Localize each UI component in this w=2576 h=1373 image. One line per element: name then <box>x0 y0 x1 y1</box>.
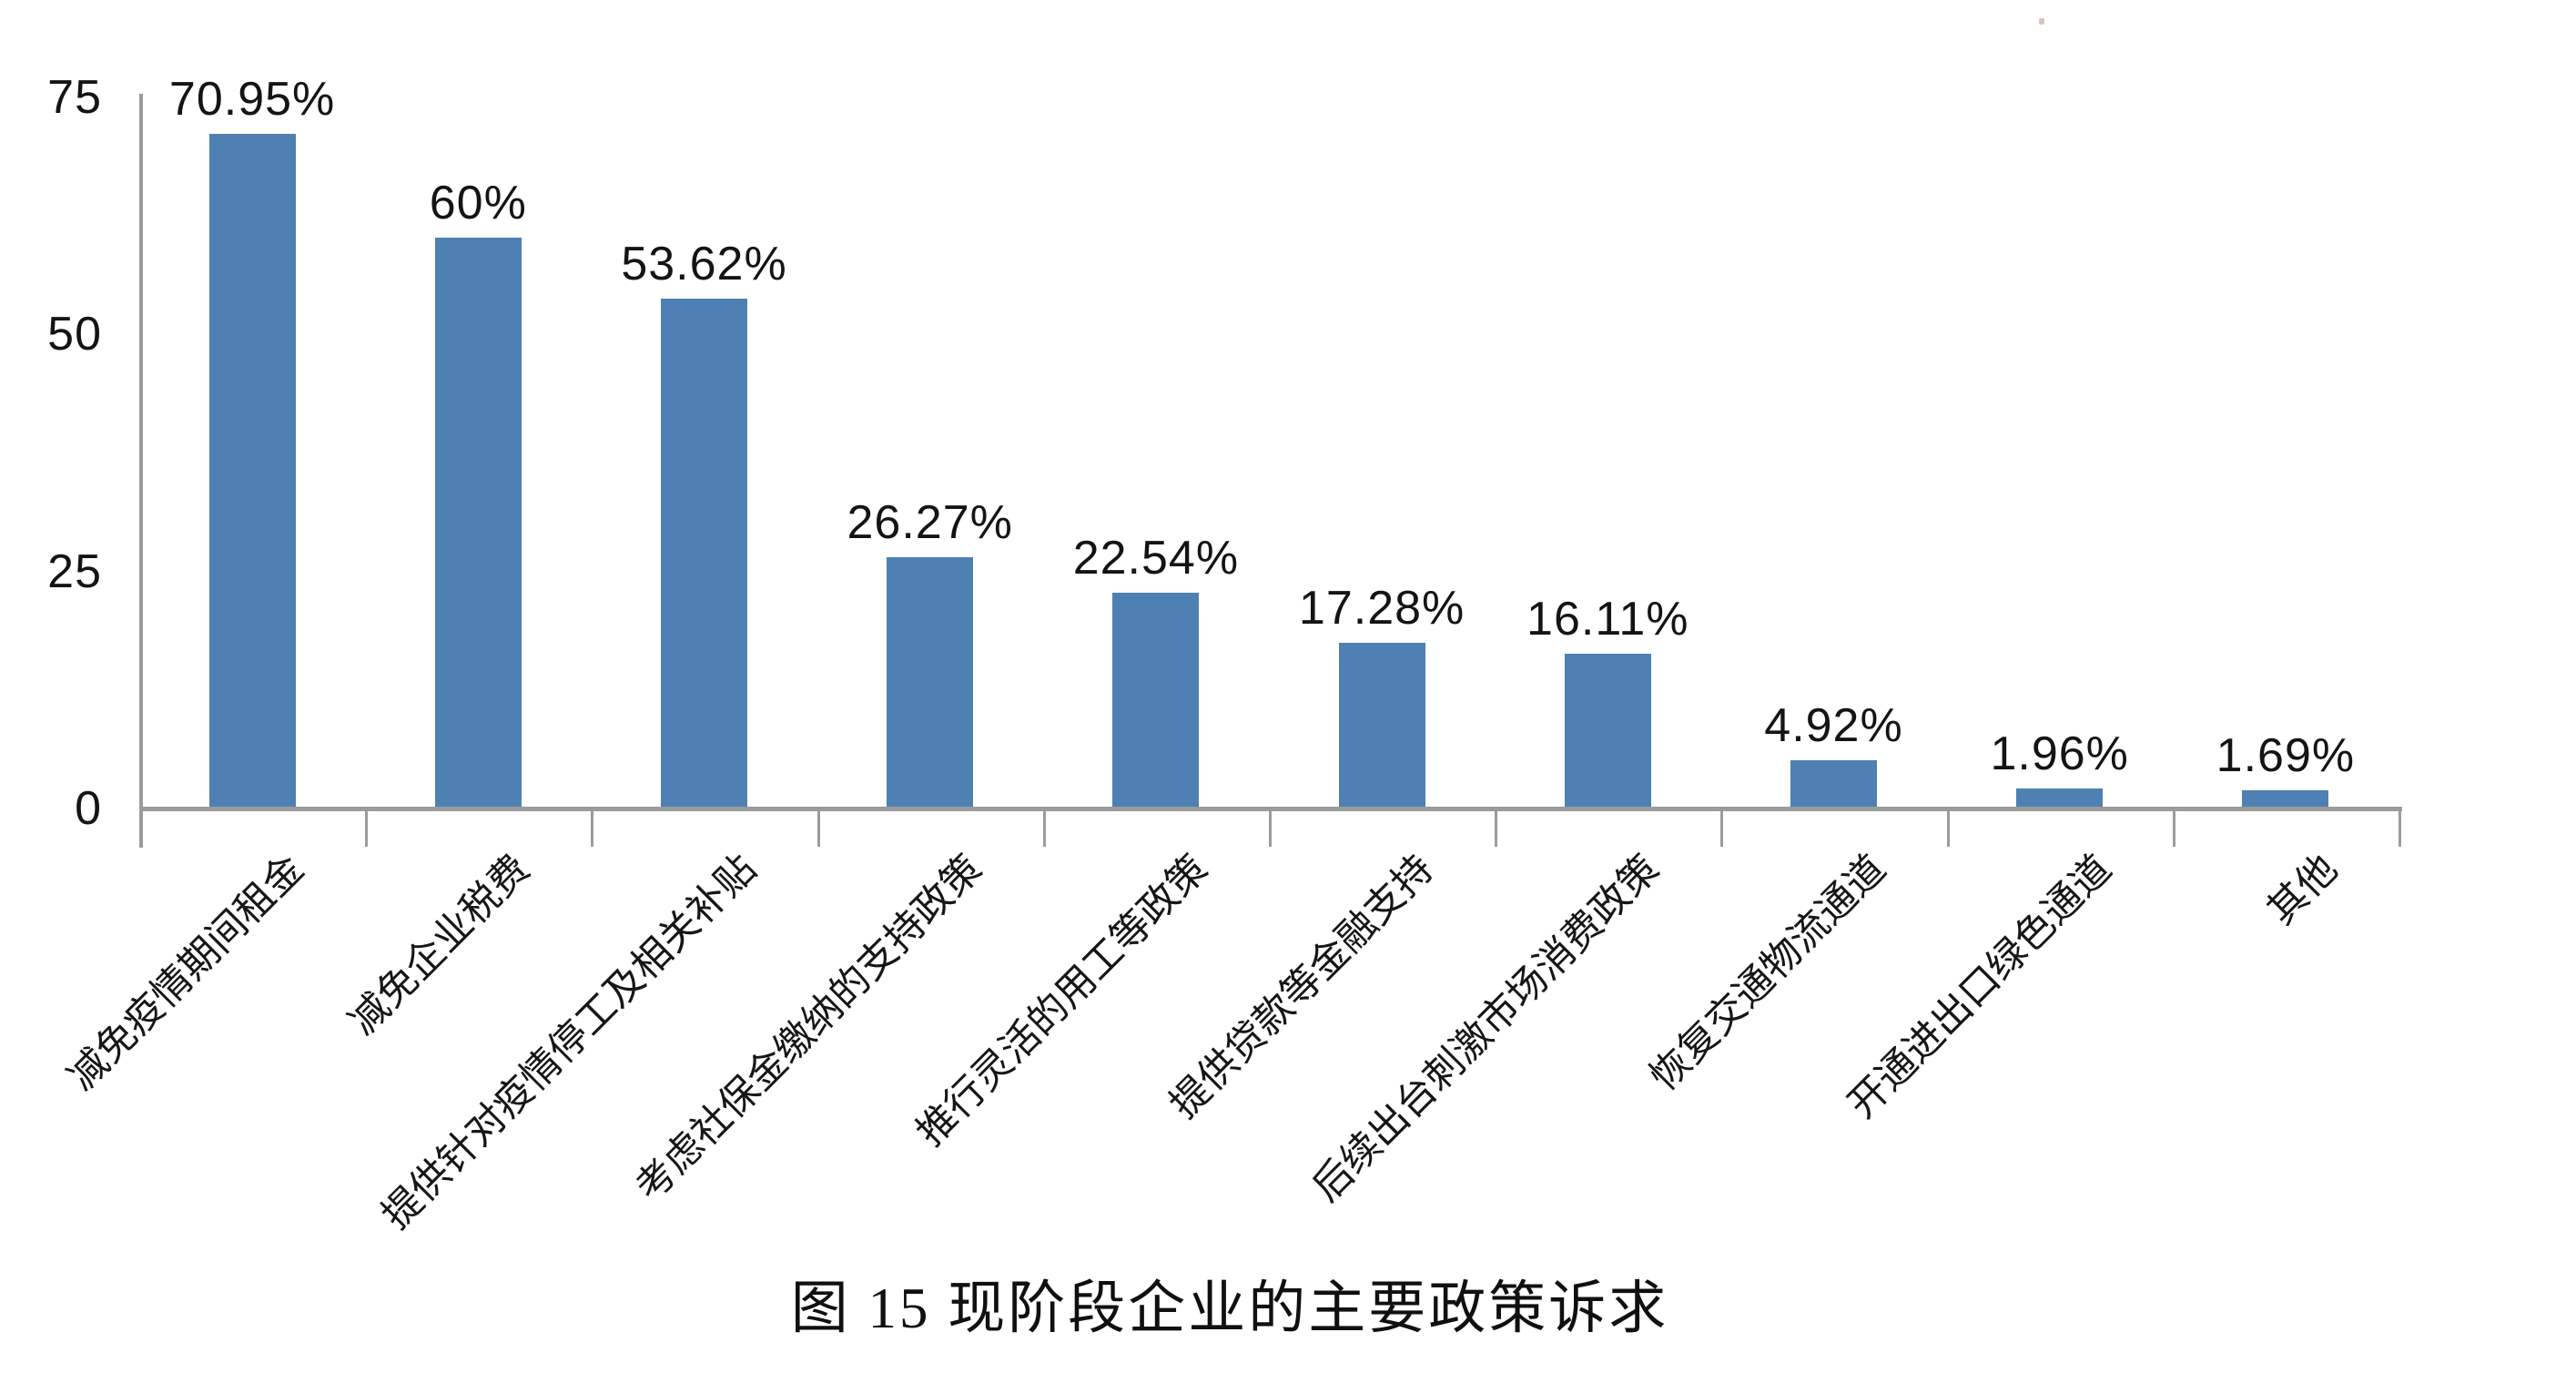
bar-10 <box>2242 790 2329 807</box>
bar-9 <box>2016 788 2104 807</box>
bar-value-label-2: 60% <box>429 177 527 230</box>
x-axis-tick <box>1042 807 1046 847</box>
x-axis-tick <box>591 807 594 847</box>
bar-value-label-8: 4.92% <box>1764 698 1903 752</box>
y-axis-tick-label-50: 50 <box>47 308 102 361</box>
x-axis-category-label-text: 提供针对疫情停工及相关补贴 <box>372 846 766 1238</box>
x-axis-tick <box>2399 807 2401 847</box>
bar-2 <box>434 238 522 807</box>
bar-1 <box>208 134 296 807</box>
bar-value-label-4: 26.27% <box>847 496 1013 550</box>
x-axis-tick <box>816 807 820 847</box>
x-axis-category-label-text: 减免企业税费 <box>340 846 539 1045</box>
bar-7 <box>1564 654 1651 807</box>
bar-8 <box>1790 759 1877 807</box>
x-axis-category-label-text: 其他 <box>2258 846 2347 934</box>
bar-value-label-6: 17.28% <box>1298 582 1465 636</box>
bar-value-label-3: 53.62% <box>621 237 787 290</box>
x-axis-tick <box>2172 807 2175 847</box>
x-axis-category-label-text: 减免疫情期间租金 <box>59 846 313 1100</box>
bar-value-label-5: 22.54% <box>1072 532 1240 585</box>
bar-6 <box>1338 643 1425 807</box>
artifact-dot <box>2039 18 2044 25</box>
y-axis-tick-label-0: 0 <box>75 782 102 835</box>
x-axis-tick <box>365 807 369 847</box>
bar-value-label-10: 1.69% <box>2216 729 2356 783</box>
bar-3 <box>661 298 747 807</box>
x-axis-tick <box>1946 807 1950 847</box>
x-axis-category-label-text: 恢复交通物流通道 <box>1640 846 1895 1100</box>
bar-value-label-9: 1.96% <box>1990 727 2129 780</box>
bar-value-label-7: 16.11% <box>1526 593 1689 646</box>
bar-5 <box>1112 593 1200 807</box>
x-axis-tick <box>139 807 142 847</box>
bar-value-label-1: 70.95% <box>168 73 336 127</box>
x-axis-tick <box>1269 807 1272 847</box>
x-axis-tick <box>1495 807 1498 847</box>
y-axis-tick-label-75: 75 <box>47 71 102 124</box>
bar-4 <box>887 557 974 807</box>
x-axis-tick <box>1720 807 1724 847</box>
chart-title: 图 15 现阶段企业的主要政策诉求 <box>790 1276 1669 1340</box>
y-axis-tick-label-25: 25 <box>47 544 102 598</box>
y-axis-line <box>139 94 143 848</box>
